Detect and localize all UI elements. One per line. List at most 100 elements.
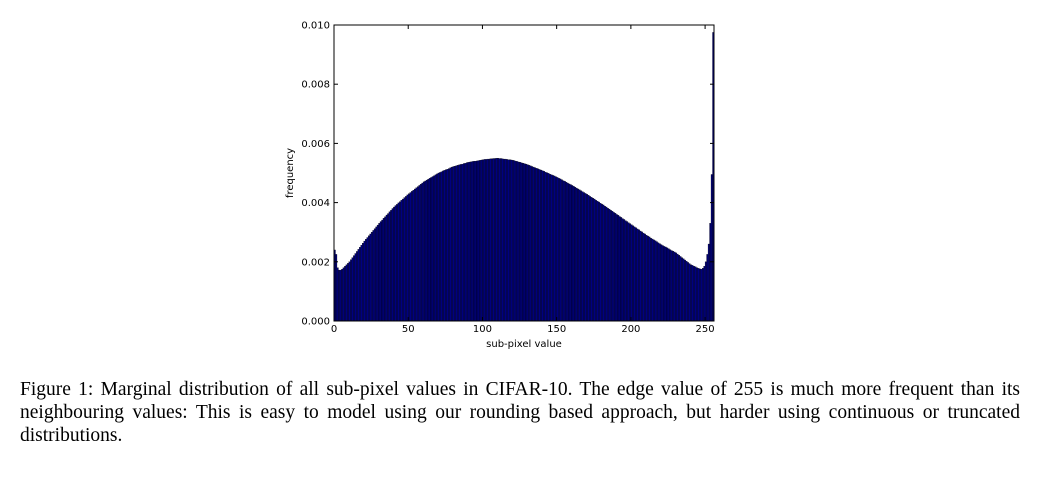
bar <box>356 251 358 322</box>
bar <box>587 195 590 322</box>
bar <box>682 258 685 322</box>
y-axis-label: frequency <box>285 148 296 198</box>
bar <box>687 262 689 322</box>
bar <box>633 226 636 322</box>
bar <box>553 175 556 322</box>
bar <box>710 174 713 322</box>
bar <box>691 265 694 322</box>
x-tick-label: 150 <box>547 324 566 335</box>
bar <box>688 263 691 322</box>
x-tick-label: 200 <box>621 324 640 335</box>
bar <box>412 190 415 322</box>
bar <box>399 201 401 322</box>
bar <box>486 158 489 322</box>
bar <box>586 194 588 322</box>
bar <box>503 158 505 322</box>
bar <box>678 255 681 322</box>
bar <box>556 177 559 322</box>
bar <box>630 224 633 322</box>
bar <box>694 266 697 322</box>
bar <box>500 158 502 322</box>
bar <box>403 197 406 322</box>
bar <box>457 165 459 322</box>
bar <box>452 166 455 322</box>
bar <box>627 222 630 322</box>
figure-caption: Figure 1: Marginal distribution of all s… <box>20 379 1020 446</box>
bar <box>592 198 594 322</box>
bar <box>707 243 710 322</box>
bar <box>405 196 407 322</box>
bar <box>516 161 519 322</box>
bar <box>703 266 706 322</box>
bar <box>494 158 496 322</box>
bar <box>382 218 385 322</box>
bar <box>510 159 513 322</box>
bar <box>385 214 388 322</box>
bar <box>666 247 669 322</box>
bar <box>557 178 560 322</box>
bar <box>359 247 361 322</box>
bar <box>623 219 626 322</box>
bar <box>651 238 654 322</box>
bar <box>348 261 351 322</box>
bar <box>474 161 477 322</box>
bar <box>384 216 387 322</box>
bar <box>620 217 623 322</box>
bar <box>565 182 568 322</box>
bar <box>470 161 473 322</box>
bar <box>477 160 480 322</box>
bar <box>635 227 637 322</box>
bar <box>367 235 370 322</box>
bar <box>350 259 352 322</box>
bar <box>547 173 550 322</box>
bar <box>672 250 675 322</box>
bar <box>699 268 701 322</box>
bar <box>363 240 366 322</box>
bar <box>373 228 376 322</box>
bar <box>681 257 683 322</box>
bar <box>402 198 404 322</box>
bar <box>480 159 483 322</box>
bar <box>520 162 523 322</box>
bar <box>476 160 479 322</box>
bar <box>482 159 485 322</box>
bar <box>425 179 428 322</box>
bar <box>596 200 599 322</box>
bar <box>489 158 492 322</box>
bar <box>365 239 367 322</box>
bar <box>685 261 688 322</box>
bar <box>391 208 394 322</box>
bar <box>563 181 566 322</box>
bar <box>491 158 493 322</box>
bar <box>593 198 596 322</box>
bar <box>697 268 700 322</box>
y-tick-label: 0.010 <box>301 21 330 32</box>
bar <box>679 256 682 322</box>
bar <box>458 164 461 322</box>
x-axis-label: sub-pixel value <box>486 339 562 350</box>
bar <box>641 231 643 322</box>
bar <box>409 192 412 322</box>
bar <box>675 252 678 322</box>
bar <box>451 166 453 322</box>
bar <box>535 168 538 322</box>
bar <box>454 166 456 322</box>
bar <box>338 269 341 322</box>
bar <box>335 254 338 322</box>
bar <box>555 176 557 322</box>
bar <box>540 169 542 322</box>
bar <box>430 177 433 322</box>
y-tick-label: 0.000 <box>301 317 330 328</box>
bar <box>525 163 528 322</box>
bar <box>658 243 661 322</box>
bar <box>638 229 640 322</box>
bar <box>632 225 634 322</box>
bar <box>360 245 363 322</box>
bar <box>439 172 442 322</box>
bar <box>595 200 597 322</box>
bar <box>465 162 468 322</box>
bar <box>574 187 577 322</box>
bar <box>396 204 398 322</box>
bar <box>670 250 673 322</box>
bar <box>427 179 430 322</box>
